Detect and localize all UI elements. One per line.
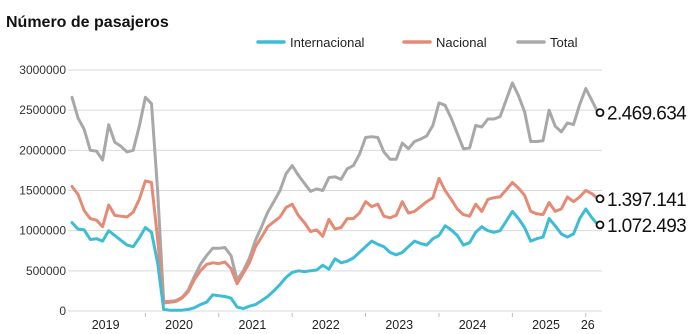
x-tick-label: 2020: [165, 318, 193, 332]
x-tick-label: 2025: [532, 318, 560, 332]
x-tick-label: 26: [581, 318, 595, 332]
legend-label: Total: [550, 35, 578, 50]
x-tick-label: 2021: [239, 318, 267, 332]
end-value-label: 2.469.634: [607, 104, 687, 125]
end-labels: 1.072.493 1.397.141 2.469.634: [595, 104, 688, 237]
series-lines: [70, 81, 600, 312]
x-tick-label: 2019: [92, 318, 120, 332]
y-tick-label: 1000000: [19, 224, 66, 238]
series-line-internacional: [70, 207, 600, 312]
end-marker: [595, 220, 605, 230]
legend: Internacional Nacional Total: [256, 35, 578, 50]
chart-title: Número de pasajeros: [6, 14, 169, 31]
y-tick-label: 0: [59, 304, 66, 318]
x-tick-label: 2022: [312, 318, 340, 332]
legend-label: Internacional: [290, 35, 365, 50]
y-axis-ticks: 0 500000 1000000 1500000 2000000 2500000 30000…: [19, 63, 66, 318]
end-marker: [595, 108, 605, 118]
x-tick-label: 2024: [459, 318, 487, 332]
x-axis-ticks: 2019 2020 2021 2022 2023 2024 2025 26: [92, 313, 595, 332]
end-marker: [595, 194, 605, 204]
end-value-label: 1.397.141: [607, 190, 686, 211]
y-tick-label: 500000: [26, 264, 66, 278]
series-line-total: [70, 81, 600, 303]
y-tick-label: 1500000: [19, 184, 66, 198]
y-tick-label: 3000000: [19, 63, 66, 77]
y-tick-label: 2000000: [19, 143, 66, 157]
y-tick-label: 2500000: [19, 103, 66, 117]
end-value-label: 1.072.493: [607, 216, 686, 237]
series-line-nacional: [70, 176, 600, 305]
legend-label: Nacional: [436, 35, 487, 50]
x-tick-label: 2023: [385, 318, 413, 332]
